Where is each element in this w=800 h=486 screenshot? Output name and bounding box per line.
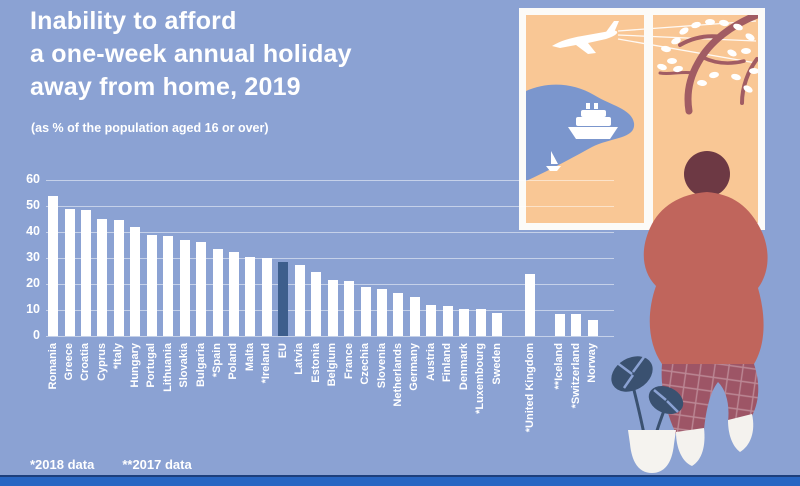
y-axis-tick-label: 0 <box>33 328 40 342</box>
bar-greece <box>64 208 75 336</box>
y-axis-tick-label: 20 <box>26 276 40 290</box>
x-axis-label-portugal: Portugal <box>145 343 158 388</box>
x-axis-label-spain: *Spain <box>211 343 223 378</box>
bar-romania <box>48 195 58 336</box>
bar-iceland <box>554 313 565 336</box>
x-axis-label-switzerland: *Switzerland <box>569 343 582 409</box>
chart-subtitle: (as % of the population aged 16 or over) <box>31 121 269 135</box>
x-axis-label-denmark: Denmark <box>457 343 470 391</box>
bar-slovenia <box>377 289 387 336</box>
gridline-40 <box>46 232 614 233</box>
bar-eu <box>278 261 289 336</box>
x-axis-label-romania: Romania <box>46 343 59 390</box>
bar-france <box>344 281 355 336</box>
x-axis-label-croatia: Croatia <box>79 343 92 381</box>
gridline-30 <box>46 258 614 259</box>
x-axis-label-czechia: Czechia <box>359 343 372 385</box>
bar-croatia <box>80 209 91 336</box>
sailboat-icon <box>546 151 561 171</box>
bar-netherlands <box>393 293 404 336</box>
x-axis-label-greece: Greece <box>63 343 75 381</box>
x-axis-label-eu: EU <box>276 343 289 359</box>
title-line-1: Inability to afford <box>30 7 237 35</box>
x-axis-label-norway: Norway <box>586 343 599 383</box>
bar-austria <box>426 304 437 336</box>
bar-malta <box>245 256 256 336</box>
y-axis-tick-label: 30 <box>26 250 40 264</box>
y-axis-tick-label: 40 <box>26 224 40 238</box>
y-axis-tick-label: 10 <box>26 302 40 316</box>
bar-norway <box>587 320 598 336</box>
bar-finland <box>442 306 453 336</box>
bar-united-kingdom <box>525 273 535 336</box>
x-axis-label-italy: *Italy <box>112 343 125 370</box>
bar-czechia <box>360 286 371 336</box>
bar-italy <box>113 220 124 336</box>
bar-sweden <box>492 312 503 336</box>
gridline-50 <box>46 206 614 207</box>
contrail-lines <box>617 20 757 64</box>
bar-ireland <box>261 258 272 336</box>
x-axis-label-estonia: Estonia <box>309 343 322 383</box>
y-axis-tick-label: 50 <box>26 198 40 212</box>
x-axis-label-ireland: *Ireland <box>260 343 273 384</box>
bar-denmark <box>459 308 470 336</box>
airplane-icon <box>552 21 619 54</box>
window-mullion <box>644 15 653 223</box>
footnote-2018: *2018 data <box>30 457 95 472</box>
bar-luxembourg <box>475 308 486 336</box>
footnotes: *2018 data **2017 data <box>30 457 192 472</box>
x-axis-label-netherlands: Netherlands <box>391 343 404 407</box>
bar-germany <box>409 297 420 336</box>
x-axis-label-cyprus: Cyprus <box>95 343 108 381</box>
x-axis-label-latvia: Latvia <box>293 343 306 375</box>
x-axis-label-belgium: Belgium <box>326 343 339 387</box>
x-axis-label-slovakia: Slovakia <box>178 343 191 388</box>
x-axis-label-hungary: Hungary <box>128 343 141 388</box>
x-axis-label-united-kingdom: *United Kingdom <box>523 343 536 433</box>
title-line-2: a one-week annual holiday <box>30 40 352 68</box>
title-line-3: away from home, 2019 <box>30 73 301 101</box>
bar-slovakia <box>179 239 190 336</box>
x-axis-label-bulgaria: Bulgaria <box>194 343 207 388</box>
x-axis-label-poland: Poland <box>227 343 240 380</box>
x-axis-label-germany: Germany <box>408 343 421 391</box>
bar-latvia <box>294 264 305 336</box>
x-axis-label-slovenia: Slovenia <box>375 343 388 389</box>
footnote-2017: **2017 data <box>122 457 192 472</box>
cruise-ship-icon <box>568 103 618 139</box>
page-title: Inability to afford a one-week annual ho… <box>30 5 352 104</box>
bar-portugal <box>146 234 157 336</box>
x-axis-label-austria: Austria <box>424 343 437 381</box>
footer-accent-bar <box>0 475 800 486</box>
bar-estonia <box>311 272 322 336</box>
bar-bulgaria <box>196 242 206 336</box>
bar-belgium <box>327 280 338 336</box>
x-axis-label-malta: Malta <box>243 343 256 372</box>
bar-spain <box>212 248 223 336</box>
tree-leaves <box>657 19 758 93</box>
x-axis-label-france: France <box>342 343 355 380</box>
x-axis-label-sweden: Sweden <box>490 343 503 385</box>
x-axis-label-finland: Finland <box>441 343 454 383</box>
bar-hungary <box>130 226 141 336</box>
bar-poland <box>228 251 239 336</box>
x-axis-label-iceland: **Iceland <box>553 343 566 390</box>
x-axis-label-lithuania: Lithuania <box>161 343 174 392</box>
bar-cyprus <box>97 219 108 336</box>
gridline-0 <box>46 336 614 337</box>
bar-switzerland <box>571 313 582 336</box>
y-axis-tick-label: 60 <box>26 172 40 186</box>
x-axis-label-luxembourg: *Luxembourg <box>474 343 487 414</box>
bar-lithuania <box>163 235 174 336</box>
window-scene <box>526 15 758 223</box>
gridline-60 <box>46 180 614 181</box>
